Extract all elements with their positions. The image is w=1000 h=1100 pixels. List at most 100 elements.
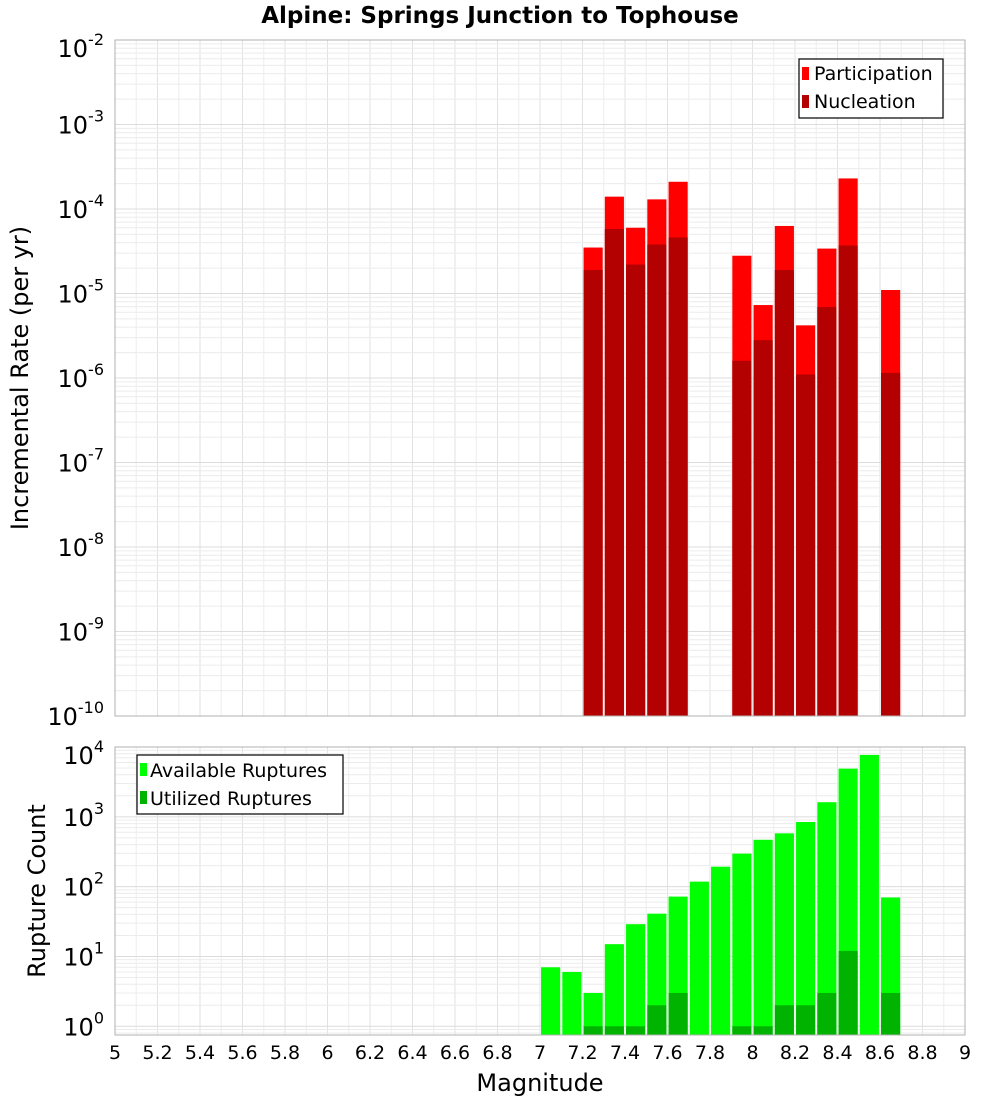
x-tick-label: 8.4 bbox=[822, 1042, 852, 1064]
nucleation-bar bbox=[838, 245, 858, 717]
y-tick-label: 10-10 bbox=[47, 698, 104, 731]
available-bar bbox=[647, 913, 667, 1035]
rate-grid bbox=[114, 39, 966, 717]
rate-legend-box bbox=[798, 58, 944, 119]
utilized-bar bbox=[732, 1026, 752, 1035]
legend-swatch-available bbox=[140, 763, 147, 776]
utilized-bar bbox=[604, 1026, 624, 1035]
x-tick-label: 6.2 bbox=[355, 1042, 385, 1064]
available-bar bbox=[774, 833, 794, 1035]
available-bar bbox=[541, 967, 561, 1035]
utilized-bar bbox=[838, 950, 858, 1035]
x-tick-label: 6 bbox=[321, 1042, 333, 1064]
available-bar bbox=[817, 802, 837, 1035]
count-y-tick-labels: 100 101 102 103 104 bbox=[63, 737, 104, 1041]
utilized-bar bbox=[881, 992, 901, 1035]
y-tick-label: 10-6 bbox=[58, 360, 105, 393]
legend-swatch-nucleation bbox=[802, 95, 809, 108]
utilized-bar bbox=[753, 1026, 773, 1035]
available-bar bbox=[753, 839, 773, 1035]
y-tick-label: 104 bbox=[63, 737, 104, 770]
available-bar bbox=[796, 821, 816, 1035]
count-grid bbox=[114, 746, 966, 1035]
y-tick-label: 102 bbox=[63, 869, 104, 902]
x-tick-label: 6.6 bbox=[440, 1042, 470, 1064]
x-tick-label: 6.8 bbox=[482, 1042, 512, 1064]
count-plot-frame bbox=[114, 746, 966, 1036]
available-bar bbox=[689, 881, 709, 1035]
x-tick-label: 5.6 bbox=[227, 1042, 257, 1064]
legend-label-nucleation: Nucleation bbox=[814, 91, 916, 113]
rate-y-tick-labels: 10-10 10-9 10-8 10-7 10-6 10-5 10-4 10-3 10-2 bbox=[47, 30, 104, 731]
x-tick-labels: 5 5.2 5.4 5.6 5.8 6 6.2 6.4 6.6 6.8 7 7.2 7.4 7.6 7.8 8… bbox=[109, 1042, 971, 1064]
x-tick-label: 9 bbox=[959, 1042, 971, 1064]
utilized-bar bbox=[626, 1026, 646, 1035]
count-bars bbox=[541, 754, 901, 1035]
count-legend: Available Ruptures Utilized Ruptures bbox=[136, 754, 344, 815]
rate-plot-frame bbox=[114, 39, 966, 717]
y-tick-label: 10-8 bbox=[58, 529, 105, 562]
y-tick-label: 10-5 bbox=[58, 276, 105, 309]
y-tick-label: 103 bbox=[63, 799, 104, 832]
nucleation-bar bbox=[753, 340, 773, 716]
y-tick-label: 100 bbox=[63, 1008, 104, 1041]
count-y-axis-label: Rupture Count bbox=[23, 804, 51, 978]
y-tick-label: 10-3 bbox=[58, 107, 105, 140]
x-tick-label: 6.4 bbox=[397, 1042, 427, 1064]
nucleation-bar bbox=[881, 372, 901, 716]
legend-label-utilized: Utilized Ruptures bbox=[150, 788, 312, 810]
x-tick-label: 8.8 bbox=[907, 1042, 937, 1064]
legend-label-available: Available Ruptures bbox=[150, 760, 327, 782]
nucleation-bar bbox=[817, 307, 837, 716]
available-bar bbox=[732, 853, 752, 1035]
nucleation-bar bbox=[796, 374, 816, 716]
legend-swatch-participation bbox=[802, 67, 809, 80]
legend-label-participation: Participation bbox=[814, 63, 933, 85]
y-tick-label: 10-4 bbox=[58, 191, 105, 224]
y-tick-label: 10-9 bbox=[58, 614, 105, 647]
available-bar bbox=[711, 866, 731, 1035]
x-tick-label: 7 bbox=[534, 1042, 546, 1064]
y-tick-label: 10-7 bbox=[58, 445, 105, 478]
nucleation-bar bbox=[732, 360, 752, 716]
rupture-count-chart: 100 101 102 103 104 5 5.2 5.4 5.6 5.8 6 6.2 6.4 6.6 6… bbox=[23, 737, 971, 1097]
rate-chart: 10-10 10-9 10-8 10-7 10-6 10-5 10-4 10-3 10-2 In… bbox=[6, 30, 966, 731]
available-bar bbox=[626, 924, 646, 1035]
x-tick-label: 5 bbox=[109, 1042, 121, 1064]
nucleation-bar bbox=[668, 237, 688, 717]
x-tick-label: 8.6 bbox=[865, 1042, 895, 1064]
available-bar bbox=[583, 992, 603, 1035]
count-legend-box bbox=[136, 754, 344, 815]
nucleation-bar bbox=[774, 269, 794, 716]
utilized-bar bbox=[647, 1005, 667, 1035]
available-bar bbox=[562, 971, 582, 1035]
utilized-bar bbox=[668, 992, 688, 1035]
y-tick-label: 10-2 bbox=[58, 30, 105, 63]
nucleation-bar bbox=[647, 244, 667, 716]
x-tick-label: 5.8 bbox=[270, 1042, 300, 1064]
utilized-bar bbox=[817, 992, 837, 1035]
x-tick-label: 8 bbox=[746, 1042, 758, 1064]
rate-legend: Participation Nucleation bbox=[798, 58, 944, 119]
utilized-bar bbox=[796, 1005, 816, 1035]
x-tick-label: 5.4 bbox=[185, 1042, 215, 1064]
x-tick-label: 7.6 bbox=[652, 1042, 682, 1064]
nucleation-bar bbox=[604, 228, 624, 716]
x-tick-label: 7.2 bbox=[567, 1042, 597, 1064]
x-axis-label: Magnitude bbox=[476, 1069, 603, 1097]
x-tick-label: 5.2 bbox=[142, 1042, 172, 1064]
rate-y-axis-label: Incremental Rate (per yr) bbox=[6, 226, 34, 530]
nucleation-bar bbox=[626, 264, 646, 716]
legend-swatch-utilized bbox=[140, 791, 147, 804]
x-tick-label: 7.8 bbox=[695, 1042, 725, 1064]
chart-title: Alpine: Springs Junction to Tophouse bbox=[261, 3, 739, 29]
utilized-bar bbox=[774, 1005, 794, 1035]
utilized-bar bbox=[583, 1026, 603, 1035]
x-tick-label: 8.2 bbox=[780, 1042, 810, 1064]
x-tick-label: 7.4 bbox=[610, 1042, 640, 1064]
y-tick-label: 101 bbox=[63, 938, 104, 971]
available-bar bbox=[859, 754, 879, 1035]
available-bar bbox=[604, 944, 624, 1035]
rate-bars bbox=[583, 178, 901, 717]
